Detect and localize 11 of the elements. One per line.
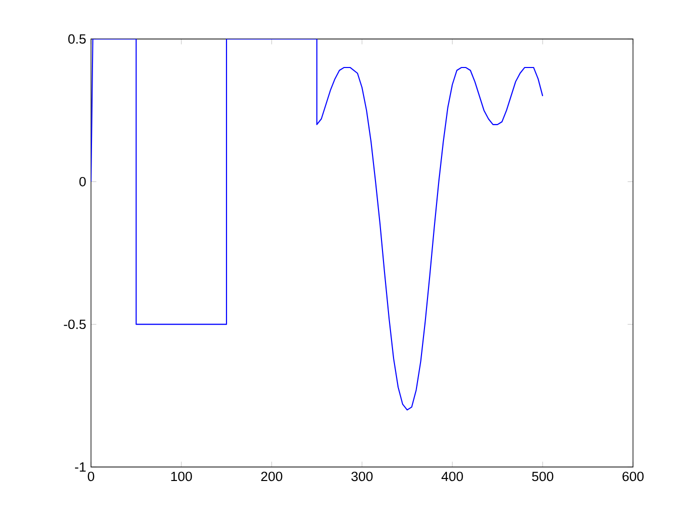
x-tick-label: 400 [442,472,463,482]
x-tick-label: 300 [351,472,373,482]
x-tick-label: 200 [261,472,282,482]
y-tick-label: -1 [75,462,86,472]
x-tick-label: 0 [88,472,94,482]
x-tick-label: 600 [622,472,644,482]
y-tick-label: 0 [79,176,86,186]
x-tick-label: 500 [532,472,554,482]
x-tick-label: 100 [171,472,192,482]
y-tick-label: -0.5 [64,320,86,330]
y-tick-label: 0.5 [68,34,86,44]
